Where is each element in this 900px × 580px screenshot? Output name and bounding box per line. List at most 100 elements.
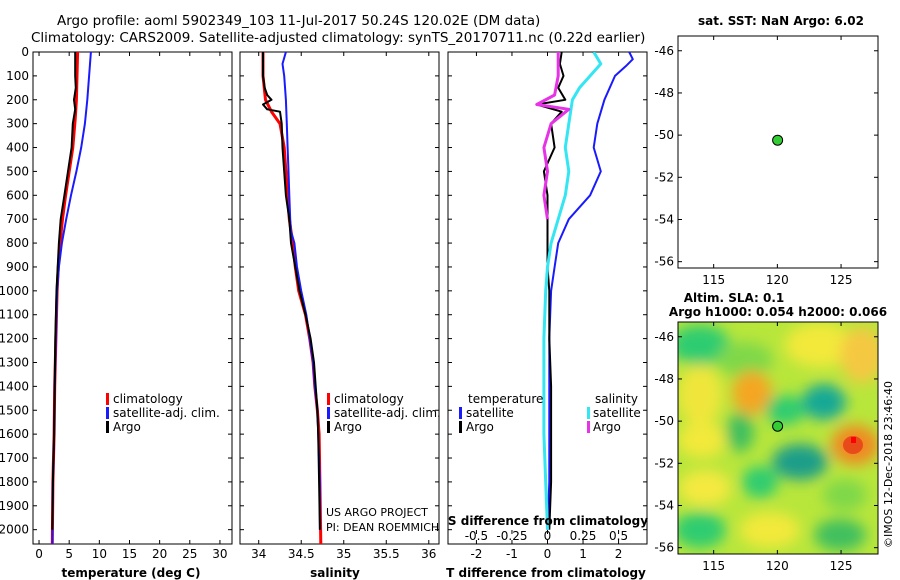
temperature-panel-frame <box>32 51 233 545</box>
salinity-legend: climatology satellite-adj. clim. Argo <box>327 392 441 434</box>
x-tick-label: 0 <box>35 547 43 561</box>
argo-location-marker <box>772 420 784 432</box>
x-tick-label: 0 <box>544 547 552 561</box>
sst-map-frame <box>677 35 879 269</box>
sla-blob <box>742 466 778 498</box>
x-tick-label: 1 <box>579 547 587 561</box>
sla-blob <box>726 412 754 452</box>
legend-swatch-argo <box>327 421 330 433</box>
depth-tick-label: 2000 <box>0 523 29 537</box>
sla-hotspot <box>843 436 863 454</box>
imos-watermark: ©IMOS 12-Dec-2018 23:46:40 <box>882 381 895 548</box>
sla-blob <box>717 342 773 378</box>
legend-label-satellite: satellite-adj. clim. <box>334 406 441 420</box>
sla-blob <box>765 395 805 425</box>
depth-tick-label: 1500 <box>0 403 29 417</box>
series-line-t-satellite <box>546 52 634 530</box>
sla-blob <box>678 512 726 548</box>
depth-tick-label: 1200 <box>0 332 29 346</box>
x-tick-label: -2 <box>470 547 482 561</box>
map-x-tick-label: 120 <box>766 559 789 573</box>
depth-tick-label: 1600 <box>0 427 29 441</box>
legend-label-climatology: climatology <box>334 392 404 406</box>
x-tick-label: -1 <box>506 547 518 561</box>
salinity-axis-label: salinity <box>310 566 360 580</box>
depth-tick-label: 800 <box>6 236 29 250</box>
depth-tick-label: 0 <box>21 45 29 59</box>
sst-map-marks: 115 120 125 -46 -48 -50 -52 -54 -56 <box>654 36 878 287</box>
series-line-argo <box>51 52 77 530</box>
map-y-tick-label: -54 <box>654 498 674 512</box>
x-tick-label: 15 <box>122 547 137 561</box>
depth-tick-label: 1300 <box>0 355 29 369</box>
depth-tick-label: 1100 <box>0 308 29 322</box>
legend-swatch-satellite <box>106 407 109 419</box>
map-y-tick-label: -48 <box>654 372 674 386</box>
series-line-s-satellite <box>542 52 603 530</box>
x-tick-label: 35 <box>336 547 351 561</box>
sla-map-frame <box>677 321 879 555</box>
legend-label-argo: Argo <box>334 420 362 434</box>
x-tick-label: 34 <box>251 547 266 561</box>
figure-title-line2: Climatology: CARS2009. Satellite-adjuste… <box>31 30 645 46</box>
legend-label-argo: Argo <box>113 420 141 434</box>
figure-title-line1: Argo profile: aoml 5902349_103 11-Jul-20… <box>57 13 540 29</box>
depth-tick-label: 400 <box>6 141 29 155</box>
x-tick-label: 20 <box>152 547 167 561</box>
x-tick-label: 34.5 <box>288 547 315 561</box>
depth-tick-label: 900 <box>6 260 29 274</box>
legend-swatch-t-argo <box>459 421 462 433</box>
credit-line-2: PI: DEAN ROEMMICH <box>326 521 439 534</box>
t-difference-axis-label: T difference from climatology <box>446 566 646 580</box>
series-line-satellite-adj-clim- <box>281 52 321 530</box>
sla-blob <box>785 323 855 367</box>
legend-label-s-argo: Argo <box>593 420 621 434</box>
map-y-tick-label: -52 <box>654 456 674 470</box>
map-y-tick-label: -48 <box>654 86 674 100</box>
sla-blob <box>732 371 772 415</box>
map-y-tick-label: -50 <box>654 414 674 428</box>
sla-heatmap <box>678 322 878 554</box>
legend-title-salinity: salinity <box>595 392 638 406</box>
map-y-tick-label: -46 <box>654 330 674 344</box>
legend-title-temperature: temperature <box>468 392 543 406</box>
legend-label-s-satellite: satellite <box>593 406 641 420</box>
sla-blob <box>772 444 828 480</box>
s-diff-tick-label: -0.25 <box>496 529 527 543</box>
sla-map-title-line1: Altim. SLA: 0.1 <box>684 291 785 305</box>
map-x-tick-label: 120 <box>766 273 789 287</box>
difference-panel-frame <box>447 51 648 545</box>
x-tick-label: 2 <box>615 547 623 561</box>
axis-ticks: 0100200300400500600700800900100011001200… <box>0 45 647 561</box>
depth-tick-label: 1000 <box>0 284 29 298</box>
legend-label-t-satellite: satellite <box>466 406 514 420</box>
s-difference-axis-label: S difference from climatology <box>448 514 648 528</box>
series-line-argo <box>262 52 321 530</box>
legend-swatch-s-satellite <box>587 407 590 419</box>
s-diff-tick-label: 0.25 <box>570 529 597 543</box>
s-diff-tick-label: -0.5 <box>465 529 488 543</box>
map-y-tick-label: -56 <box>654 255 674 269</box>
sla-blob <box>802 384 846 420</box>
depth-tick-label: 200 <box>6 93 29 107</box>
x-tick-label: 36 <box>421 547 436 561</box>
map-x-tick-label: 115 <box>702 559 725 573</box>
legend-label-t-argo: Argo <box>466 420 494 434</box>
temperature-series <box>50 52 92 544</box>
sla-map-marks: 115 120 125 -46 -48 -50 -52 -54 -56 <box>654 322 878 573</box>
map-y-tick-label: -56 <box>654 541 674 555</box>
legend-swatch-s-argo <box>587 421 590 433</box>
legend-swatch-argo <box>106 421 109 433</box>
series-line-climatology <box>261 52 323 544</box>
legend-swatch-climatology <box>327 393 330 405</box>
x-tick-label: 10 <box>92 547 107 561</box>
depth-tick-label: 300 <box>6 117 29 131</box>
legend-label-climatology: climatology <box>113 392 183 406</box>
depth-tick-label: 600 <box>6 188 29 202</box>
sla-heatmap-field <box>678 323 878 551</box>
map-x-tick-label: 125 <box>830 559 853 573</box>
depth-tick-label: 100 <box>6 69 29 83</box>
difference-series <box>535 52 634 530</box>
salinity-panel-frame <box>239 51 440 545</box>
